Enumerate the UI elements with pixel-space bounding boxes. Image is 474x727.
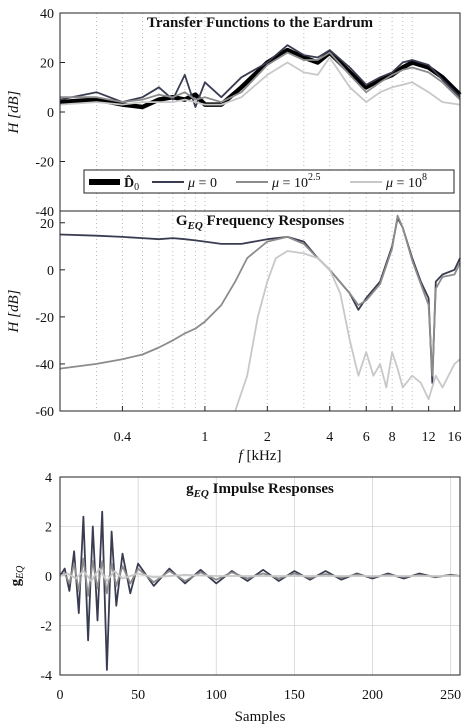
p2-x-tick-labels: 0.4 1 2 4 6 8 12 16 (114, 406, 462, 445)
p3-series-line-0 (59, 510, 461, 671)
p3-y-tick-label-0: 4 (45, 471, 52, 486)
impulse-responses-panel: 4 2 0 -2 -4 0 50 100 150 200 250 gEQ Impulse Resp… (8, 471, 461, 725)
p1-y-tick-label-2: 0 (47, 106, 54, 121)
p3-axes-box (59, 476, 461, 676)
p3-x-tick-label-5: 250 (440, 688, 461, 703)
p2-y-tick-label-3: -40 (35, 358, 54, 373)
p1-series-group (59, 44, 462, 110)
p2-x-axis-label: f [kHz] (239, 448, 282, 464)
p3-y-tick-label-3: -2 (40, 620, 52, 635)
p2-x-tick-label-3: 4 (326, 430, 333, 445)
p1-series-line-0 (59, 47, 462, 110)
p2-x-tick-label-5: 8 (389, 430, 396, 445)
legend-label-mu8: μ = 108 (385, 172, 427, 191)
p3-series-group (59, 510, 461, 671)
p1-y-axis-label: H [dB] (6, 90, 22, 134)
p3-x-tick-label-0: 0 (57, 688, 64, 703)
legend-label-mu25: μ = 102.5 (271, 172, 320, 191)
p3-y-tick-label-2: 0 (45, 570, 52, 585)
p3-x-tick-label-3: 150 (284, 688, 305, 703)
p2-x-tick-label-7: 16 (448, 430, 462, 445)
p3-x-tick-labels: 0 50 100 150 200 250 (57, 688, 462, 703)
p3-series-line-2 (59, 567, 460, 582)
p3-x-axis-label: Samples (235, 709, 286, 725)
p3-y-tick-labels: 4 2 0 -2 -4 (40, 471, 52, 684)
p3-y-tick-label-4: -4 (40, 669, 52, 684)
p3-x-tick-label-2: 100 (206, 688, 227, 703)
p1-y-tick-label-3: -20 (35, 156, 54, 171)
p3-x-tick-label-1: 50 (131, 688, 145, 703)
p3-y-axis-label: gEQ (8, 565, 26, 587)
p2-y-tick-label-1: 0 (47, 264, 54, 279)
transfer-functions-panel: 40 20 0 -20 -40 Transfer Functions to the Ea… (6, 7, 462, 220)
p1-y-tick-labels: 40 20 0 -20 -40 (35, 7, 65, 220)
p2-y-tick-label-2: -20 (35, 311, 54, 326)
p2-x-tick-label-4: 6 (363, 430, 370, 445)
p1-legend: D̂0 μ = 0 μ = 102.5 μ = 108 (83, 169, 455, 194)
p2-series-line-2 (234, 250, 461, 412)
p3-y-tick-label-1: 2 (45, 521, 52, 536)
p1-y-tick-label-0: 40 (40, 7, 54, 22)
p2-y-axis-label: H [dB] (6, 289, 22, 333)
p2-x-tick-label-2: 2 (264, 430, 271, 445)
p2-y-tick-label-4: -60 (35, 405, 54, 420)
legend-label-d0: D̂0 (124, 174, 139, 193)
p2-axes-box (59, 210, 461, 412)
p2-grid (96, 211, 413, 411)
p2-x-tick-label-6: 12 (422, 430, 436, 445)
p1-title: Transfer Functions to the Eardrum (147, 15, 374, 31)
p2-y-tick-label-0: 20 (40, 217, 54, 232)
p3-x-tick-label-4: 200 (362, 688, 383, 703)
p1-y-tick-label-4: -40 (35, 205, 54, 220)
frequency-responses-panel: 200-20-40-60 0.4 1 2 4 6 8 12 16 GEQ Frequency … (6, 210, 462, 464)
p2-x-tick-label-1: 1 (201, 430, 208, 445)
p1-series-line-2 (60, 51, 461, 103)
p1-legend-box (83, 169, 455, 194)
p1-series-line-1 (59, 44, 461, 108)
p1-series-line-3 (59, 56, 461, 106)
p2-x-tick-label-0: 0.4 (114, 430, 132, 445)
p2-series-group (59, 214, 461, 412)
p3-series-line-1 (59, 557, 461, 597)
p2-y-tick-labels: 20 0 -20 -40 -60 (35, 217, 65, 420)
p1-y-tick-label-1: 20 (40, 57, 54, 72)
p2-title: GEQ Frequency Responses (176, 213, 345, 232)
p3-title: gEQ Impulse Responses (186, 481, 334, 500)
legend-label-mu0: μ = 0 (187, 176, 217, 191)
